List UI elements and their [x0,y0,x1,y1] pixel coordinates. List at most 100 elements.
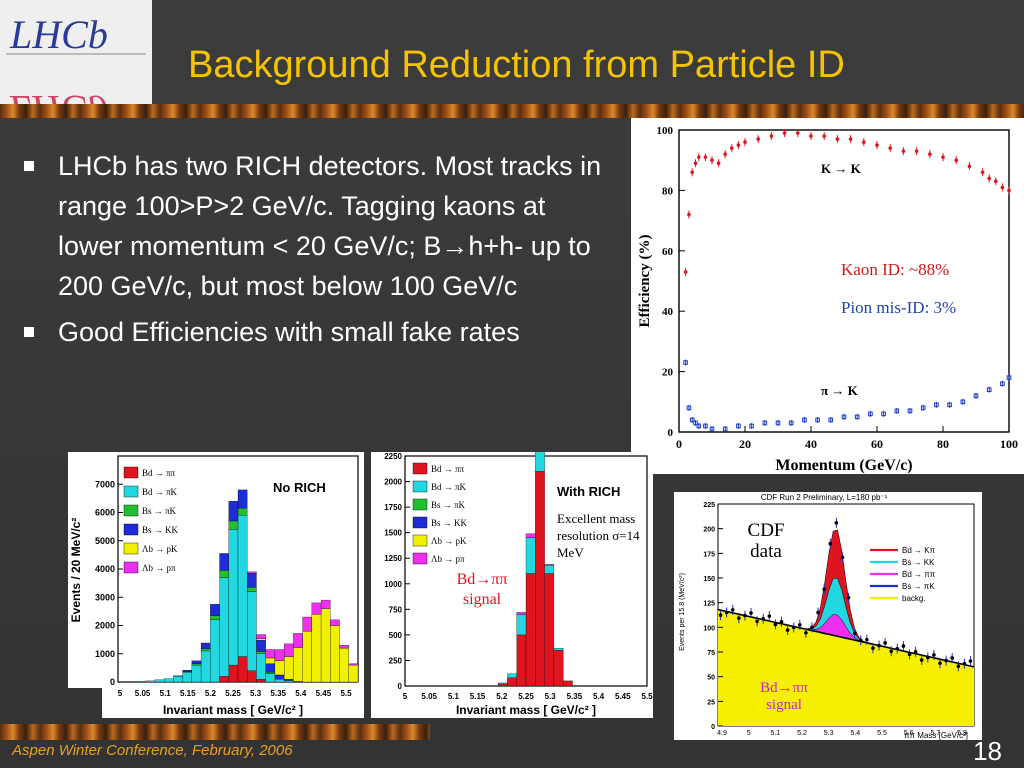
kk-point [835,137,840,141]
cdf-title: CDF Run 2 Preliminary, L=180 pb⁻¹ [761,493,888,502]
pik-point [986,387,992,393]
efficiency-ytick-label: 60 [662,246,674,258]
stacked-bar [302,616,312,632]
cdf-point [724,610,729,615]
stacked-bar [284,643,294,657]
stacked-bar [544,565,555,574]
stacked-bar [320,599,331,609]
cdf-point [822,587,826,591]
ytick-label: 75 [707,650,715,657]
stacked-bar [563,680,573,687]
ytick-label: 25 [707,699,715,706]
bd-signal-annotation-rich: Bd→ππ signal [456,571,508,608]
kk-point [690,170,694,175]
with-rich-title: With RICH [557,484,620,499]
xtick-label: 5.05 [135,689,151,698]
stacked-bar [497,683,508,687]
efficiency-ytick-label: 20 [662,367,674,379]
cdf-point [730,608,735,612]
stacked-bar [507,673,517,678]
pik-point [947,402,952,408]
xtick-label: 4.9 [717,730,727,737]
kk-point [809,134,813,138]
efficiency-plot: 0 20 40 60 80 100 0 20 40 60 80 100 Efficiency (%)… [631,118,1024,474]
legend-swatch [123,542,139,555]
stacked-bar [274,679,285,683]
no-rich-plot: 0 1000 2000 3000 4000 5000 6000 7000 Events / 2… [68,452,364,688]
xtick-label: 5.25 [225,689,241,698]
cdf-legend-label: Bs → πK [902,582,935,591]
xtick-label: 5.2 [496,692,508,701]
cdf-point [816,610,820,615]
stacked-bar [320,608,331,683]
stacked-bar [200,650,211,683]
cdf-point [932,653,936,657]
ytick-label: 100 [703,625,715,632]
kk-point [782,131,787,135]
stacked-bar [173,675,183,677]
bd-signal-annotation-cdf: Bd→ππ signal [760,680,808,713]
legend-label: Bd → πK [142,487,178,497]
stacked-bar [145,680,156,683]
stacked-bar [284,679,294,681]
pik-point [703,423,708,429]
pik-point [683,360,688,365]
xtick-label: 5.3 [824,730,834,737]
stacked-bar [164,678,174,683]
kk-point [994,179,998,184]
xtick-label: 5 [403,692,408,701]
stacked-bar [237,489,248,509]
stacked-bar [274,660,285,676]
kk-point [1000,185,1005,190]
xtick-label: 5 [118,689,123,698]
pik-point [854,414,860,420]
stacked-bar [219,676,229,683]
cdf-legend-label: Bd → ππ [902,570,936,579]
cdf-point [858,638,863,643]
efficiency-xtick-label: 80 [937,437,949,451]
legend-swatch [412,534,428,547]
kk-point [730,146,734,150]
legend-label: Bs → KK [142,525,179,535]
stacked-bar [525,533,536,538]
stacked-bar [256,679,266,683]
pik-point [689,417,695,423]
stacked-bar [228,501,239,522]
legend-label: Bs → πK [142,506,177,516]
kk-point [697,155,701,159]
pik-point [693,420,698,426]
stacked-bar [219,570,229,578]
ytick-label: 2000 [384,478,402,487]
stacked-bar [154,679,165,683]
legend-swatch [412,552,428,565]
legend-label: Bs → πK [431,500,466,510]
stacked-bar [219,553,229,571]
cdf-point [810,625,814,630]
cdf-point [828,541,833,546]
cdf-point [956,664,961,669]
decorative-band-top [0,104,1024,118]
kk-point [723,152,727,156]
efficiency-ylabel: Efficiency (%) [637,235,653,328]
pik-point [709,426,715,432]
xtick-label: 5.35 [567,692,583,701]
cdf-point [907,652,912,657]
stacked-bar [544,564,555,566]
cdf-point [865,637,869,642]
cdf-point [743,613,747,618]
xtick-label: 5.5 [641,692,653,701]
stacked-bar [553,648,564,651]
ytick-label: 6000 [95,508,115,518]
background-fill [718,609,974,726]
ytick-label: 3000 [95,592,115,602]
legend-swatch [412,516,428,529]
kk-point [954,158,958,162]
stacked-bar [507,677,517,687]
pik-point [775,420,781,426]
stacked-bar [191,664,202,683]
pik-point [828,417,834,423]
legend-label: Bs → KK [431,518,468,528]
no-rich-ylabel: Events / 20 MeV/c² [69,518,83,623]
pik-point [973,393,979,399]
cdf-point [901,644,906,648]
